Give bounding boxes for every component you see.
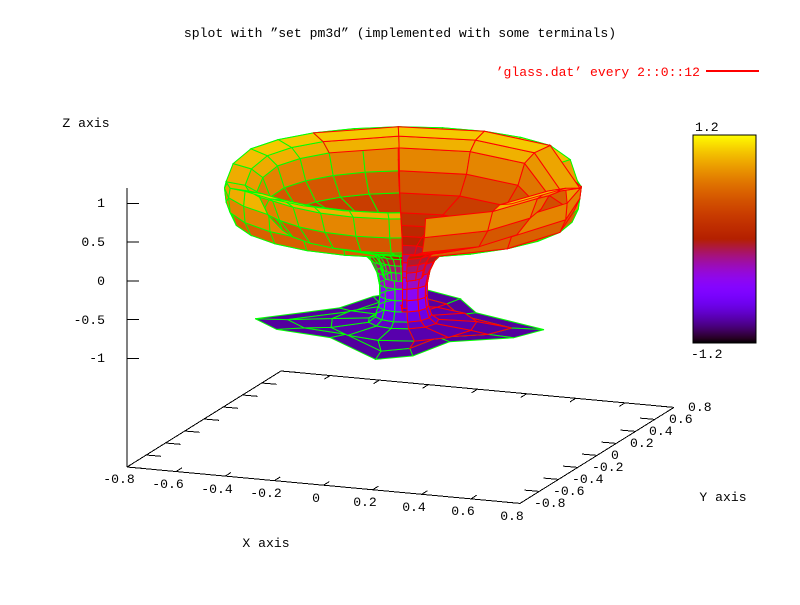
svg-text:0: 0 xyxy=(611,448,619,463)
svg-text:0.4: 0.4 xyxy=(649,424,673,439)
svg-text:-0.2: -0.2 xyxy=(592,460,623,475)
svg-text:0: 0 xyxy=(97,274,105,289)
svg-text:0.5: 0.5 xyxy=(81,235,105,250)
svg-text:-0.6: -0.6 xyxy=(553,484,584,499)
svg-text:0.2: 0.2 xyxy=(353,495,377,510)
svg-text:splot with ”set pm3d” (impleme: splot with ”set pm3d” (implemented with … xyxy=(184,26,616,41)
svg-text:0.2: 0.2 xyxy=(630,436,654,451)
svg-text:’glass.dat’ every 2::0::12: ’glass.dat’ every 2::0::12 xyxy=(496,65,700,80)
svg-text:Z axis: Z axis xyxy=(62,116,109,131)
svg-text:-0.8: -0.8 xyxy=(534,496,565,511)
svg-text:0.4: 0.4 xyxy=(402,500,426,515)
svg-text:0: 0 xyxy=(312,491,320,506)
svg-text:-0.8: -0.8 xyxy=(103,472,134,487)
svg-text:-1: -1 xyxy=(89,351,105,366)
svg-text:0.8: 0.8 xyxy=(500,509,524,524)
svg-text:-0.2: -0.2 xyxy=(250,486,281,501)
svg-text:1.2: 1.2 xyxy=(695,120,719,135)
svg-text:-0.4: -0.4 xyxy=(572,472,604,487)
svg-text:Y axis: Y axis xyxy=(699,490,746,505)
svg-text:-0.4: -0.4 xyxy=(201,482,233,497)
svg-text:0.6: 0.6 xyxy=(451,504,475,519)
svg-text:-0.6: -0.6 xyxy=(152,477,183,492)
svg-text:0.6: 0.6 xyxy=(669,412,693,427)
svg-text:1: 1 xyxy=(97,196,105,211)
svg-text:-0.5: -0.5 xyxy=(74,313,106,328)
svg-text:0.8: 0.8 xyxy=(688,400,712,415)
svg-text:X axis: X axis xyxy=(242,536,289,551)
svg-text:-1.2: -1.2 xyxy=(691,347,722,362)
